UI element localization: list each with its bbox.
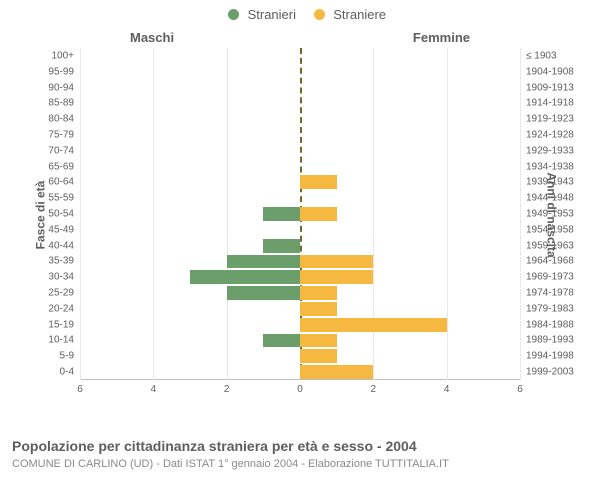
age-label: 55-59 <box>48 193 80 204</box>
bar-female <box>300 270 373 284</box>
birth-year-label: 1999-2003 <box>520 367 574 378</box>
age-label: 90-94 <box>48 82 80 93</box>
age-label: 5-9 <box>60 351 80 362</box>
age-row: 30-341969-1973 <box>80 269 520 285</box>
x-tick: 6 <box>517 380 523 395</box>
x-tick: 0 <box>297 380 303 395</box>
age-label: 65-69 <box>48 161 80 172</box>
age-row: 50-541949-1953 <box>80 206 520 222</box>
legend: Stranieri Straniere <box>0 6 600 22</box>
age-row: 75-791924-1928 <box>80 127 520 143</box>
age-row: 85-891914-1918 <box>80 95 520 111</box>
age-label: 0-4 <box>60 367 80 378</box>
bar-female <box>300 349 337 363</box>
bar-male <box>263 334 300 348</box>
age-label: 85-89 <box>48 98 80 109</box>
bar-female <box>300 318 447 332</box>
age-row: 15-191984-1988 <box>80 317 520 333</box>
birth-year-label: 1909-1913 <box>520 82 574 93</box>
age-label: 25-29 <box>48 288 80 299</box>
age-label: 40-44 <box>48 240 80 251</box>
age-row: 40-441959-1963 <box>80 238 520 254</box>
x-tick: 6 <box>77 380 83 395</box>
birth-year-label: 1994-1998 <box>520 351 574 362</box>
age-label: 45-49 <box>48 224 80 235</box>
legend-swatch-male <box>228 9 239 20</box>
age-label: 15-19 <box>48 319 80 330</box>
age-label: 35-39 <box>48 256 80 267</box>
bar-female <box>300 207 337 221</box>
age-row: 70-741929-1933 <box>80 143 520 159</box>
birth-year-label: 1964-1968 <box>520 256 574 267</box>
age-row: 80-841919-1923 <box>80 111 520 127</box>
bar-female <box>300 286 337 300</box>
birth-year-label: 1989-1993 <box>520 335 574 346</box>
bar-male <box>263 239 300 253</box>
age-row: 20-241979-1983 <box>80 301 520 317</box>
x-tick: 2 <box>371 380 377 395</box>
column-header-male: Maschi <box>130 30 174 45</box>
birth-year-label: 1934-1938 <box>520 161 574 172</box>
birth-year-label: 1959-1963 <box>520 240 574 251</box>
age-row: 5-91994-1998 <box>80 348 520 364</box>
age-label: 100+ <box>51 50 80 61</box>
y-axis-title-left: Fasce di età <box>33 181 47 250</box>
age-label: 50-54 <box>48 208 80 219</box>
age-row: 55-591944-1948 <box>80 190 520 206</box>
birth-year-label: 1919-1923 <box>520 114 574 125</box>
age-row: 65-691934-1938 <box>80 159 520 175</box>
age-label: 80-84 <box>48 114 80 125</box>
bar-female <box>300 175 337 189</box>
x-tick: 4 <box>444 380 450 395</box>
age-label: 70-74 <box>48 145 80 156</box>
bar-male <box>190 270 300 284</box>
birth-year-label: 1954-1958 <box>520 224 574 235</box>
age-row: 100+≤ 1903 <box>80 48 520 64</box>
birth-year-label: 1939-1943 <box>520 177 574 188</box>
bar-female <box>300 302 337 316</box>
birth-year-label: 1904-1908 <box>520 66 574 77</box>
age-label: 30-34 <box>48 272 80 283</box>
birth-year-label: 1924-1928 <box>520 129 574 140</box>
age-label: 20-24 <box>48 303 80 314</box>
age-label: 10-14 <box>48 335 80 346</box>
legend-label-male: Stranieri <box>248 7 296 22</box>
age-row: 35-391964-1968 <box>80 254 520 270</box>
legend-swatch-female <box>314 9 325 20</box>
age-row: 10-141989-1993 <box>80 333 520 349</box>
age-row: 90-941909-1913 <box>80 80 520 96</box>
birth-year-label: 1929-1933 <box>520 145 574 156</box>
birth-year-label: 1979-1983 <box>520 303 574 314</box>
age-row: 95-991904-1908 <box>80 64 520 80</box>
plot-area: 100+≤ 190395-991904-190890-941909-191385… <box>80 48 520 380</box>
age-label: 60-64 <box>48 177 80 188</box>
age-row: 25-291974-1978 <box>80 285 520 301</box>
age-row: 45-491954-1958 <box>80 222 520 238</box>
bar-female <box>300 255 373 269</box>
age-row: 60-641939-1943 <box>80 174 520 190</box>
column-header-female: Femmine <box>413 30 470 45</box>
birth-year-label: 1944-1948 <box>520 193 574 204</box>
population-pyramid-chart: Stranieri Straniere Maschi Femmine Fasce… <box>0 0 600 430</box>
x-tick: 2 <box>224 380 230 395</box>
bar-female <box>300 365 373 379</box>
bar-female <box>300 334 337 348</box>
age-label: 75-79 <box>48 129 80 140</box>
age-label: 95-99 <box>48 66 80 77</box>
birth-year-label: 1949-1953 <box>520 208 574 219</box>
bar-male <box>263 207 300 221</box>
caption-subtitle: COMUNE DI CARLINO (UD) - Dati ISTAT 1° g… <box>12 458 588 470</box>
birth-year-label: ≤ 1903 <box>520 50 557 61</box>
bar-male <box>227 255 300 269</box>
birth-year-label: 1974-1978 <box>520 288 574 299</box>
birth-year-label: 1914-1918 <box>520 98 574 109</box>
birth-year-label: 1969-1973 <box>520 272 574 283</box>
x-tick: 4 <box>151 380 157 395</box>
legend-label-female: Straniere <box>333 7 386 22</box>
birth-year-label: 1984-1988 <box>520 319 574 330</box>
caption-title: Popolazione per cittadinanza straniera p… <box>12 438 588 454</box>
age-row: 0-41999-2003 <box>80 364 520 380</box>
bar-male <box>227 286 300 300</box>
